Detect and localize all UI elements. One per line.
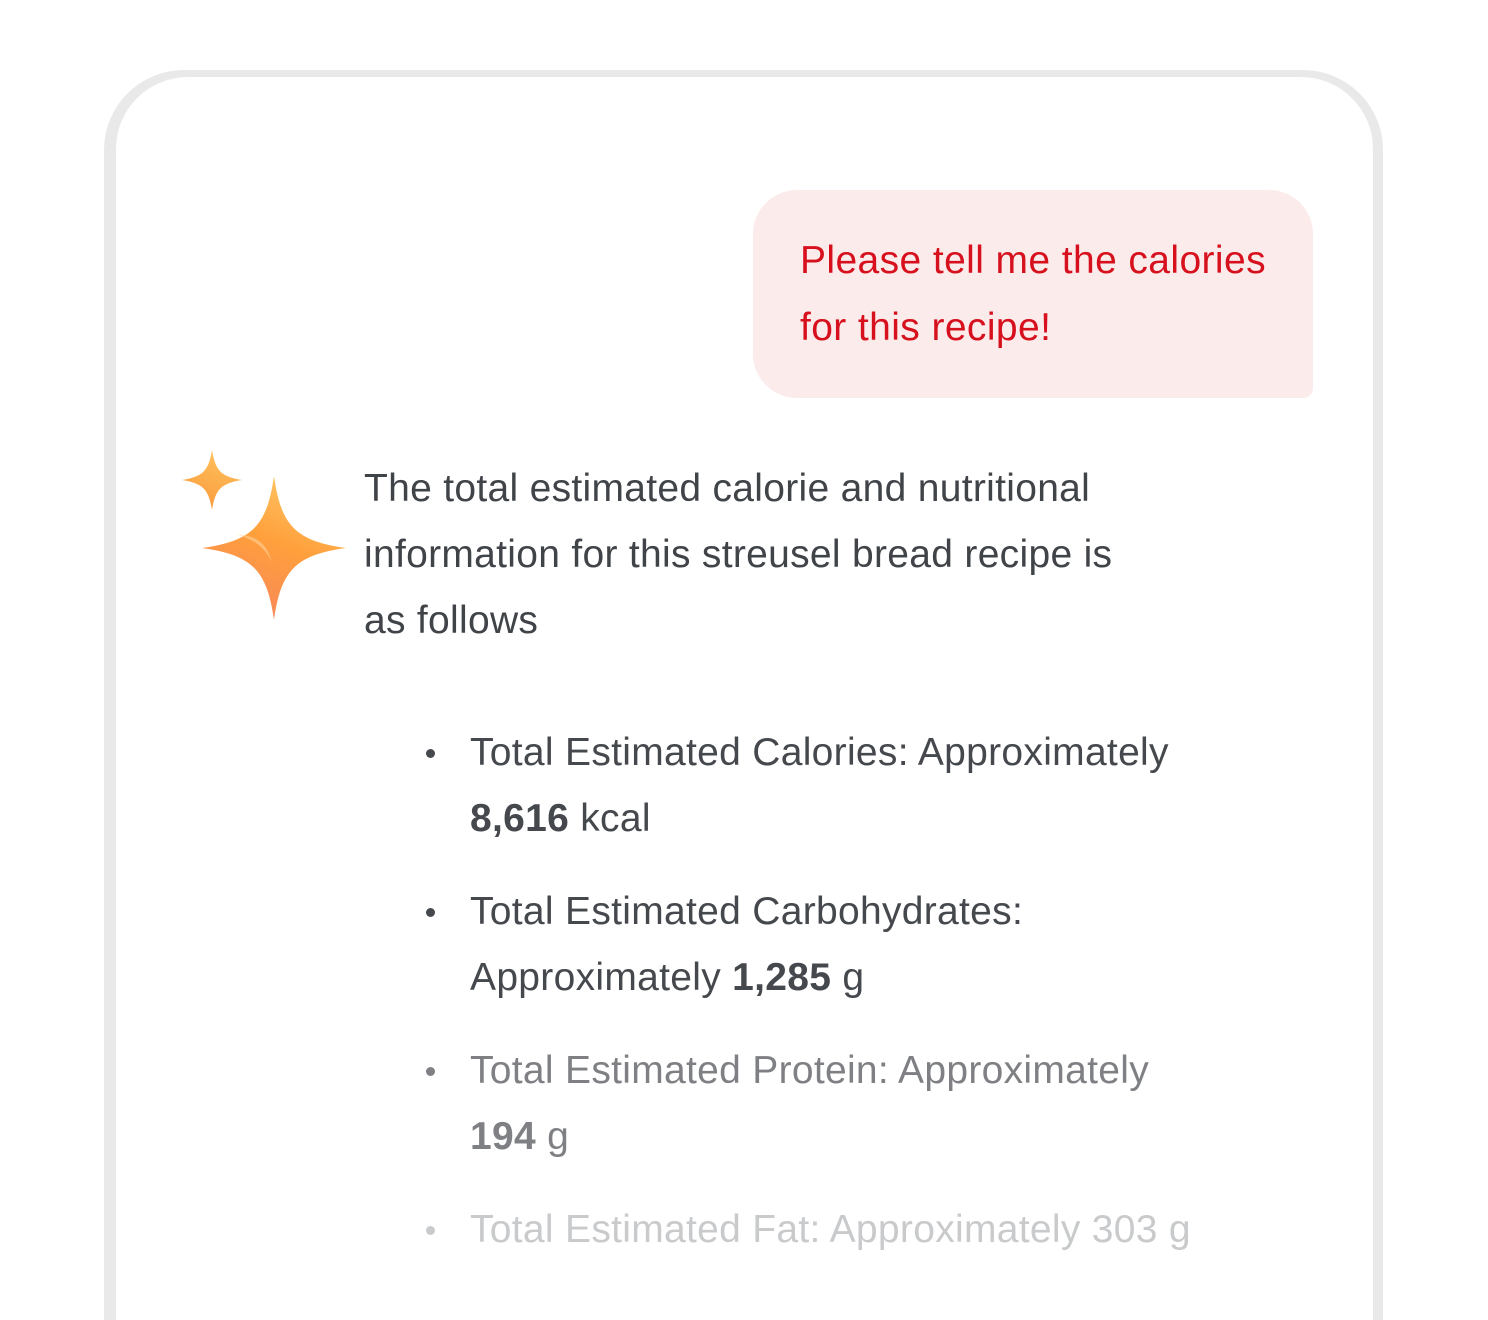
assistant-message: The total estimated calorie and nutritio… <box>172 450 1313 1290</box>
nutrition-list-item: Total Estimated Fat: Approximately 303 g <box>424 1197 1313 1263</box>
nutrition-list-item: Total Estimated Carbohydrates: Approxima… <box>424 879 1313 1011</box>
assistant-intro-text: The total estimated calorie and nutritio… <box>364 467 1113 642</box>
assistant-message-body: The total estimated calorie and nutritio… <box>350 450 1313 1290</box>
nutrition-list-item: Total Estimated Protein: Approximately 1… <box>424 1038 1313 1170</box>
user-message-bubble: Please tell me the calories for this rec… <box>752 190 1313 398</box>
nutrition-list: Total Estimated Calories: Approximately … <box>364 720 1313 1263</box>
user-message-text: Please tell me the calories for this rec… <box>799 239 1266 349</box>
nutrition-list-item: Total Estimated Calories: Approximately … <box>424 720 1313 852</box>
sparkles-icon <box>172 446 350 624</box>
chat-card: Please tell me the calories for this rec… <box>116 77 1373 1320</box>
